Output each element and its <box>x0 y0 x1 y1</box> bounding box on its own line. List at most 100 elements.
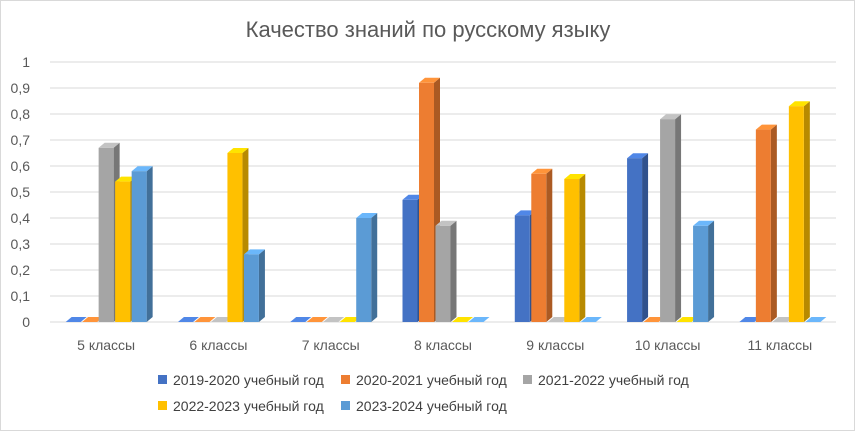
y-tick-label: 0,4 <box>11 210 31 226</box>
bar-front <box>227 153 243 322</box>
bar-side <box>675 114 682 322</box>
x-tick-label: 7 классы <box>302 337 360 353</box>
legend-label: 2022-2023 учебный год <box>173 398 324 414</box>
bar <box>131 166 153 322</box>
bar <box>194 317 216 322</box>
bar-top <box>627 153 649 159</box>
y-tick-label: 0,6 <box>11 158 31 174</box>
x-tick-label: 11 классы <box>747 337 812 353</box>
legend-label: 2019-2020 учебный год <box>173 372 324 388</box>
bar-top <box>402 194 424 200</box>
bar <box>693 220 715 322</box>
chart-title: Качество знаний по русскому языку <box>246 17 611 42</box>
legend-label: 2020-2021 учебный год <box>356 372 507 388</box>
bar <box>452 317 473 322</box>
y-tick-label: 0,8 <box>11 106 31 122</box>
bar <box>547 317 569 322</box>
y-tick-label: 0,2 <box>11 262 31 278</box>
bar-side <box>642 153 649 322</box>
bar-front <box>435 225 451 322</box>
bar-front <box>243 254 259 322</box>
bar-side <box>770 124 777 322</box>
bar <box>323 317 345 322</box>
bar-front <box>755 129 771 322</box>
bar <box>82 317 104 322</box>
bar-top <box>435 220 457 226</box>
bar-front <box>693 225 709 322</box>
legend-swatch <box>341 401 350 410</box>
bar-top <box>660 114 682 120</box>
bar-top <box>306 317 328 322</box>
legend-swatch <box>158 375 167 384</box>
legend-item: 2020-2021 учебный год <box>341 372 507 388</box>
y-tick-label: 0,7 <box>11 132 31 148</box>
bar-top <box>65 317 87 322</box>
bar-top <box>468 317 490 322</box>
bar <box>290 317 312 322</box>
legend: 2019-2020 учебный год 2020-2021 учебный г… <box>158 372 689 414</box>
bar <box>210 317 232 322</box>
bar-top <box>115 176 137 182</box>
bar <box>356 213 378 322</box>
bar-top <box>339 317 361 322</box>
bar <box>468 317 490 322</box>
legend-label: 2023-2024 учебный год <box>356 398 507 414</box>
bar <box>339 317 361 322</box>
legend-item: 2023-2024 учебный год <box>341 398 507 414</box>
bar-top <box>580 317 602 322</box>
legend-label: 2021-2022 учебный год <box>538 372 689 388</box>
bar-top <box>356 213 378 218</box>
bar <box>177 317 199 322</box>
bar-top <box>755 124 777 130</box>
bar-front <box>660 119 676 322</box>
bar-top <box>323 317 345 322</box>
bar-side <box>450 220 457 322</box>
bar-front <box>115 181 131 322</box>
x-tick-label: 8 классы <box>414 337 472 353</box>
bar-top <box>419 77 440 83</box>
bar <box>755 124 777 322</box>
legend-swatch <box>158 401 167 410</box>
bar <box>564 174 586 322</box>
bar <box>243 249 265 322</box>
x-tick-label: 6 классы <box>189 337 247 353</box>
y-tick-label: 0,3 <box>11 236 31 252</box>
bar-top <box>131 166 153 172</box>
bar-front <box>356 218 372 322</box>
bar-top <box>547 317 569 322</box>
bar-front <box>514 215 530 322</box>
bar <box>531 168 553 322</box>
bar <box>580 317 602 322</box>
bar-top <box>194 317 216 322</box>
x-tick-label: 5 классы <box>77 337 135 353</box>
bar-top <box>739 317 761 322</box>
bar-top <box>531 168 553 174</box>
bar-top <box>643 317 665 322</box>
bar <box>739 317 761 322</box>
bar-front <box>788 106 804 322</box>
bar <box>65 317 87 322</box>
y-tick-label: 1 <box>22 54 30 70</box>
legend-item: 2021-2022 учебный год <box>523 372 689 388</box>
bars <box>65 77 827 322</box>
bar-top <box>227 148 249 153</box>
bar-top <box>564 174 586 179</box>
bar-top <box>82 317 104 322</box>
y-tick-label: 0,9 <box>11 80 31 96</box>
bar-top <box>772 317 794 322</box>
bar-top <box>514 210 536 216</box>
bar-top <box>452 317 473 322</box>
legend-item: 2019-2020 учебный год <box>158 372 324 388</box>
x-tick-label: 9 классы <box>526 337 584 353</box>
bar-top <box>177 317 199 322</box>
bar-side <box>371 213 378 322</box>
bar-front <box>564 179 580 322</box>
bar-front <box>131 171 147 322</box>
bar <box>643 317 665 322</box>
y-tick-label: 0 <box>22 314 30 330</box>
bar-top <box>243 249 265 255</box>
bar <box>788 101 810 322</box>
bar-front <box>98 147 114 322</box>
legend-item: 2022-2023 учебный год <box>158 398 324 414</box>
